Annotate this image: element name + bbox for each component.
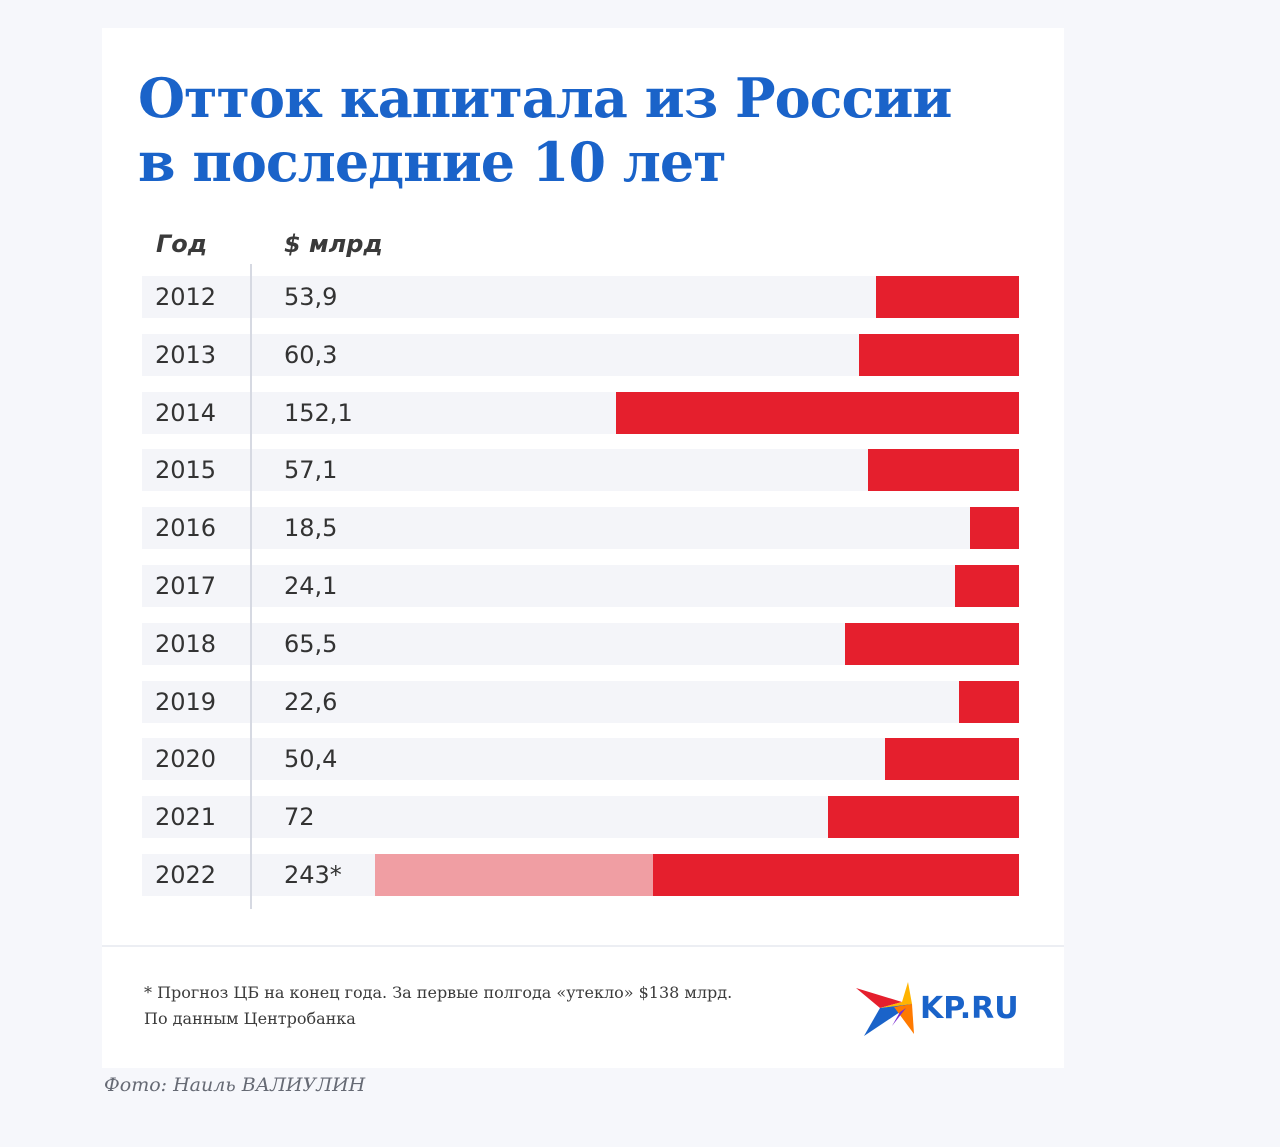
- value-label: 65,5: [284, 629, 338, 658]
- year-label: 2017: [155, 572, 217, 600]
- year-label: 2019: [155, 687, 217, 716]
- bar: [828, 796, 1019, 839]
- value-label: 243*: [284, 861, 342, 889]
- year-label: 2022: [155, 861, 217, 889]
- value-label: 152,1: [284, 398, 353, 427]
- year-label: 2015: [155, 456, 217, 485]
- value-label: 50,4: [284, 745, 338, 774]
- value-label: 18,5: [284, 514, 338, 543]
- year-label: 2021: [155, 803, 217, 832]
- bar: [959, 680, 1019, 723]
- year-label: 2014: [155, 398, 217, 427]
- table-row: [142, 565, 1019, 607]
- table-row: [142, 738, 1019, 781]
- table-row: [142, 507, 1019, 550]
- footnote: * Прогноз ЦБ на конец года. За первые по…: [144, 983, 733, 1002]
- year-label: 2013: [155, 340, 217, 369]
- photo-caption: Фото: Наиль ВАЛИУЛИН: [104, 1074, 366, 1096]
- value-label: 72: [284, 803, 315, 832]
- year-label: 2012: [155, 283, 217, 311]
- bar: [969, 507, 1019, 550]
- column-divider: [250, 264, 252, 909]
- bar: [955, 565, 1019, 607]
- footer-separator: [102, 945, 1064, 947]
- logo-text: KP.RU: [920, 991, 1019, 1026]
- bar: [845, 622, 1019, 665]
- year-label: 2018: [155, 629, 217, 658]
- value-label: 53,9: [284, 283, 338, 311]
- bar-actual: [653, 854, 1019, 896]
- value-label: 60,3: [284, 340, 338, 369]
- year-label: 2020: [155, 745, 217, 774]
- value-label: 57,1: [284, 456, 338, 485]
- bar: [867, 449, 1019, 492]
- column-header-value: $ млрд: [284, 230, 383, 258]
- bar: [859, 333, 1019, 376]
- chart-title: Отток капитала из России в последние 10 …: [138, 66, 952, 194]
- bar: [616, 391, 1019, 434]
- bar: [885, 738, 1019, 781]
- table-row: [142, 680, 1019, 723]
- value-label: 24,1: [284, 572, 338, 600]
- kp-logo: KP.RU: [856, 982, 1019, 1036]
- column-header-year: Год: [156, 230, 208, 258]
- year-label: 2016: [155, 514, 217, 543]
- chart-title-line-2: в последние 10 лет: [138, 130, 727, 194]
- chart-title-line-1: Отток капитала из России: [138, 66, 952, 130]
- table-row: [142, 276, 1019, 318]
- source-note: По данным Центробанка: [144, 1009, 356, 1028]
- bar: [876, 276, 1019, 318]
- value-label: 22,6: [284, 687, 338, 716]
